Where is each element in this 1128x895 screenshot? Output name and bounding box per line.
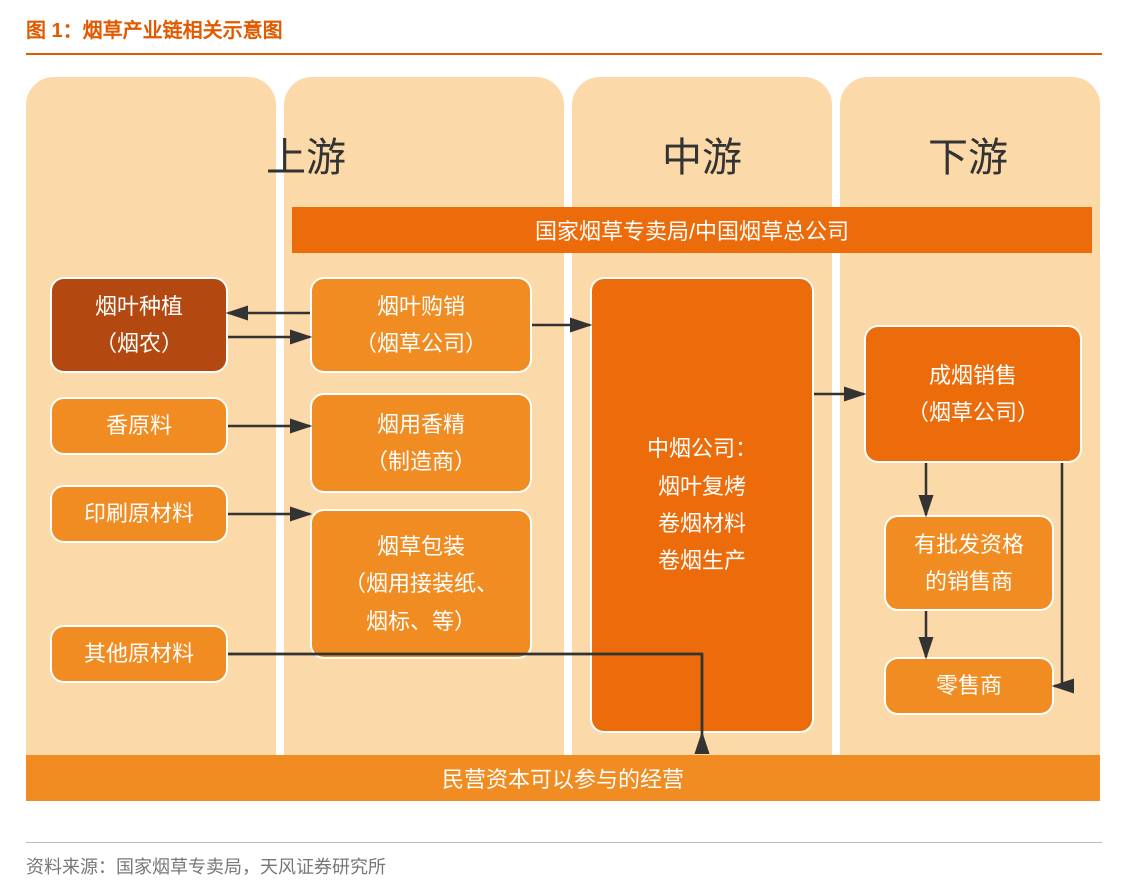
stage-label: 中游 [622, 125, 782, 183]
figure-title: 图 1：烟草产业链相关示意图 [0, 0, 1128, 53]
n-sale: 成烟销售（烟草公司） [864, 325, 1082, 463]
n-essence: 烟用香精（制造商） [310, 393, 532, 493]
top-banner: 国家烟草专卖局/中国烟草总公司 [292, 207, 1092, 253]
n-package: 烟草包装（烟用接装纸、烟标、等） [310, 509, 532, 659]
stage-label: 上游 [226, 125, 386, 183]
n-other: 其他原材料 [50, 625, 228, 683]
n-whole: 有批发资格的销售商 [884, 515, 1054, 611]
n-flavor: 香原料 [50, 397, 228, 455]
footer-rule [26, 842, 1102, 843]
n-plant: 烟叶种植（烟农） [50, 277, 228, 373]
n-mid: 中烟公司：烟叶复烤卷烟材料卷烟生产 [590, 277, 814, 733]
stage-label: 下游 [888, 125, 1048, 183]
n-retail: 零售商 [884, 657, 1054, 715]
title-rule [26, 53, 1102, 55]
diagram-canvas: 上游 中游 下游国家烟草专卖局/中国烟草总公司民营资本可以参与的经营 烟叶种植（烟农）… [26, 77, 1102, 817]
bottom-banner: 民营资本可以参与的经营 [26, 755, 1100, 801]
source-line: 资料来源：国家烟草专卖局，天风证券研究所 [26, 853, 386, 879]
n-purchase: 烟叶购销（烟草公司） [310, 277, 532, 373]
n-print: 印刷原材料 [50, 485, 228, 543]
